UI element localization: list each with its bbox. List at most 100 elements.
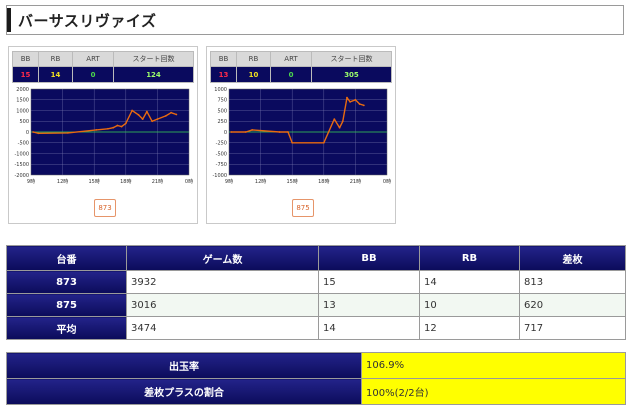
rb-value: 10 <box>236 66 271 83</box>
y-tick-label: 2000 <box>16 87 29 93</box>
data-point <box>175 113 178 116</box>
y-tick-label: -500 <box>18 141 29 147</box>
rb-header: RB <box>236 51 271 67</box>
data-point <box>354 98 357 101</box>
bb-value: 15 <box>12 66 39 83</box>
data-point <box>116 124 119 127</box>
y-tick-label: -500 <box>216 151 227 157</box>
data-point <box>287 131 289 133</box>
data-point <box>230 131 233 133</box>
payout-row: 出玉率 106.9% <box>6 352 626 379</box>
y-tick-label: -1000 <box>14 151 29 157</box>
art-header: ART <box>270 51 312 67</box>
table-row: 875 3016 13 10 620 <box>6 293 626 317</box>
x-tick-label: 0時 <box>383 179 391 185</box>
data-point <box>349 101 352 103</box>
start-header: スタート回数 <box>311 51 392 67</box>
x-tick-label: 0時 <box>185 179 193 185</box>
row-label: 875 <box>6 293 127 317</box>
bb-header: BB <box>12 51 39 67</box>
y-tick-label: 1000 <box>16 108 29 114</box>
data-point <box>362 104 365 107</box>
bb-header: BB <box>210 51 237 67</box>
diff-cell: 813 <box>519 270 626 294</box>
x-tick-label: 15時 <box>287 179 298 185</box>
y-tick-label: 500 <box>19 119 29 125</box>
table-row: 平均 3474 14 12 717 <box>6 316 626 340</box>
y-tick-label: -1000 <box>212 173 227 179</box>
y-tick-label: 0 <box>224 130 227 136</box>
machine-summary-table: BB RB ART スタート回数 13 10 0 305 <box>210 51 392 83</box>
machine-card-875: BB RB ART スタート回数 13 10 0 305 1000 750 500 2… <box>206 46 396 224</box>
machine-summary-table: BB RB ART スタート回数 15 14 0 124 <box>12 51 194 83</box>
data-point <box>124 122 127 125</box>
data-point <box>106 127 109 130</box>
page-title-box: バーサスリヴァイズ <box>6 5 624 35</box>
plus-ratio-row: 差枚プラスの割合 100%(2/2台) <box>6 378 626 405</box>
bb-value: 13 <box>210 66 237 83</box>
summary-table: 出玉率 106.9% 差枚プラスの割合 100%(2/2台) <box>6 352 626 405</box>
machine-875-button[interactable]: 875 <box>292 199 314 217</box>
stats-header-row: 台番 ゲーム数 BB RB 差枚 <box>6 245 626 271</box>
games-cell: 3474 <box>126 316 319 340</box>
rb-cell: 12 <box>419 316 520 340</box>
art-header: ART <box>72 51 114 67</box>
y-tick-label: 250 <box>217 119 227 125</box>
y-tick-label: 1000 <box>214 87 227 93</box>
table-row: 873 3932 15 14 813 <box>6 270 626 294</box>
data-point <box>244 131 247 133</box>
x-tick-label: 12時 <box>57 179 68 185</box>
games-cell: 3932 <box>126 270 319 294</box>
col-diff: 差枚 <box>519 245 626 271</box>
rb-cell: 10 <box>419 293 520 317</box>
data-point <box>291 141 294 144</box>
y-tick-label: 500 <box>217 108 227 114</box>
data-point <box>141 118 144 120</box>
bb-cell: 15 <box>318 270 420 294</box>
plus-ratio-label: 差枚プラスの割合 <box>6 378 362 405</box>
data-point <box>137 113 140 116</box>
plus-ratio-value: 100%(2/2台) <box>361 378 626 405</box>
y-tick-label: -1500 <box>14 162 29 168</box>
data-point <box>346 96 348 99</box>
data-point <box>278 131 281 133</box>
y-tick-label: 750 <box>217 98 227 104</box>
data-point <box>341 120 344 123</box>
col-games: ゲーム数 <box>126 245 319 271</box>
data-point <box>333 118 336 120</box>
data-point <box>131 109 134 112</box>
y-tick-label: 1500 <box>16 98 29 104</box>
rb-header: RB <box>38 51 73 67</box>
y-tick-label: -250 <box>216 141 227 147</box>
y-tick-label: -2000 <box>14 173 29 179</box>
data-point <box>120 125 123 128</box>
start-value: 124 <box>113 66 194 83</box>
games-cell: 3016 <box>126 293 319 317</box>
series-line <box>32 109 177 134</box>
x-tick-label: 21時 <box>350 179 361 185</box>
data-point <box>358 103 361 105</box>
col-bb: BB <box>318 245 420 271</box>
diff-cell: 717 <box>519 316 626 340</box>
data-point <box>164 114 167 117</box>
rb-value: 14 <box>38 66 73 83</box>
art-value: 0 <box>270 66 312 83</box>
x-tick-label: 9時 <box>225 179 233 185</box>
data-point <box>151 120 154 123</box>
diff-cell: 620 <box>519 293 626 317</box>
x-tick-label: 12時 <box>255 179 266 185</box>
page-title: バーサスリヴァイズ <box>18 12 157 30</box>
data-point <box>32 131 35 133</box>
col-rb: RB <box>419 245 520 271</box>
machine-card-873: BB RB ART スタート回数 15 14 0 124 2000 1500 100… <box>8 46 198 224</box>
machine-873-button[interactable]: 873 <box>94 199 116 217</box>
x-tick-label: 9時 <box>27 179 35 185</box>
row-label: 873 <box>6 270 127 294</box>
x-tick-label: 18時 <box>318 179 329 185</box>
data-point <box>66 131 69 134</box>
data-point <box>95 128 98 131</box>
data-point <box>251 128 254 131</box>
col-machine-no: 台番 <box>6 245 127 271</box>
